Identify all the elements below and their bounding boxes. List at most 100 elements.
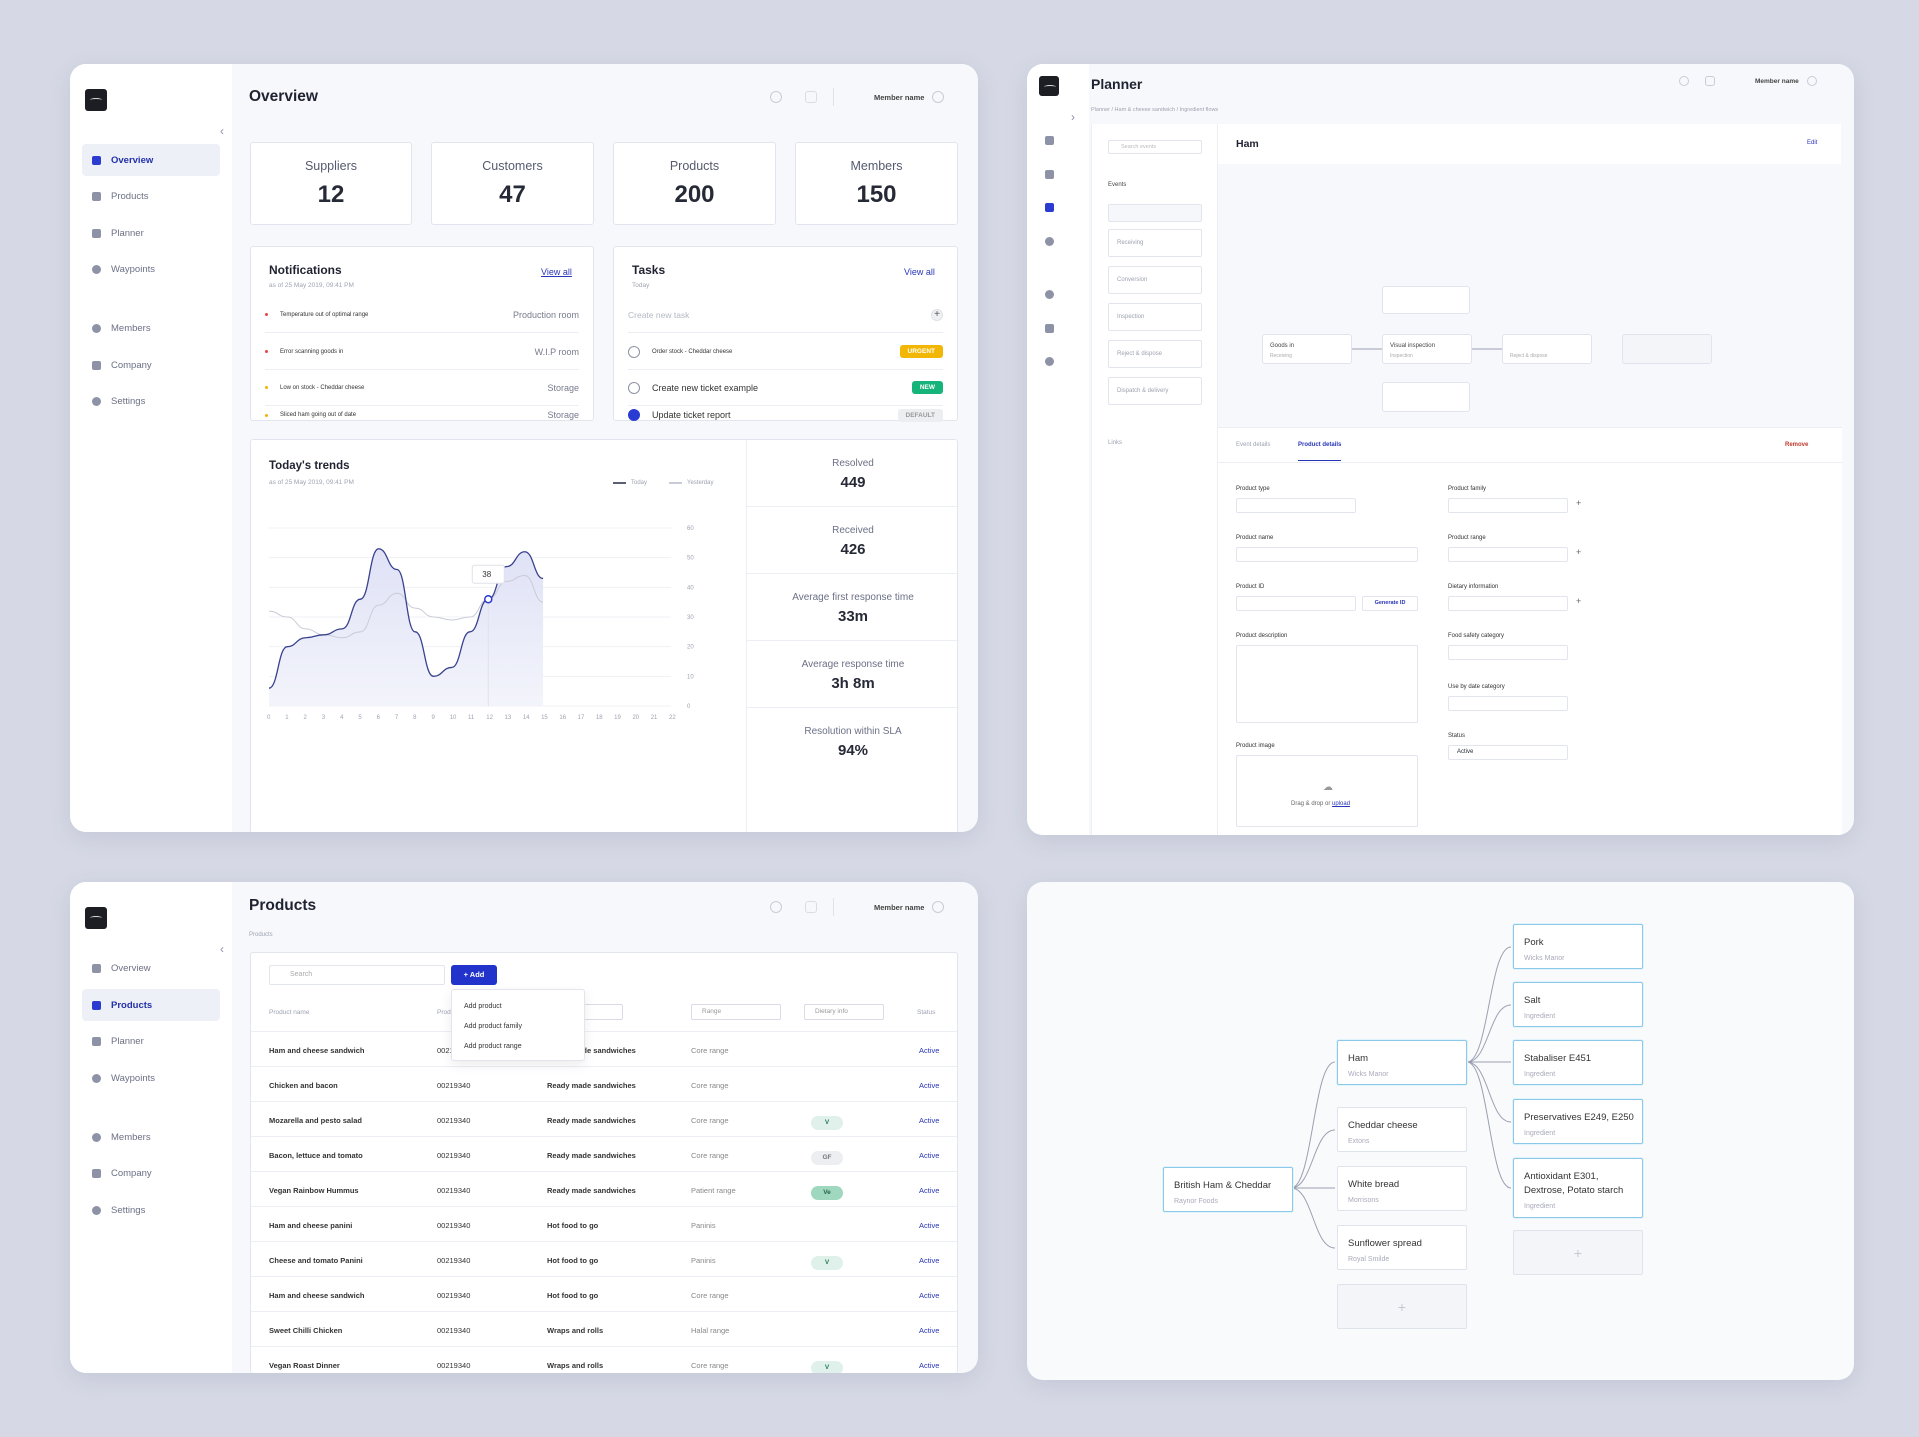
plus-icon[interactable]: + [1576,596,1582,606]
table-row[interactable]: Cheese and tomato Panini 00219340 Hot food… [251,1242,957,1277]
product-type-select[interactable] [1236,498,1356,513]
ingredient-node[interactable]: Ham Wicks Manor [1337,1040,1467,1085]
breadcrumb[interactable]: Products [249,932,273,938]
user-icon[interactable] [1045,290,1054,299]
plus-icon[interactable]: + [1576,547,1582,557]
status-link[interactable]: Active [919,1046,940,1055]
task-checkbox-checked[interactable] [628,409,640,421]
nav-products[interactable]: Products [82,180,220,212]
event-item[interactable]: Conversion [1108,266,1202,294]
flow-node-inspection[interactable]: Visual inspection Inspection [1382,334,1472,364]
member-name[interactable]: Member name [874,92,925,102]
add-node-button[interactable]: + [1513,1230,1643,1275]
task-checkbox[interactable] [628,345,640,358]
notification-row[interactable]: Error scanning goods in W.I.P room [265,334,579,370]
tab-product-details[interactable]: Product details [1298,442,1342,461]
flow-node-goods-in[interactable]: Goods in Receiving [1262,334,1352,364]
sub-ingredient-node[interactable]: Stabaliser E451 Ingredient [1513,1040,1643,1085]
add-circle-icon[interactable] [770,901,782,913]
menu-item-add-range[interactable]: Add product range [464,1043,522,1050]
remove-button[interactable]: Remove [1785,442,1809,448]
nav-products[interactable]: Products [82,989,220,1021]
sub-ingredient-node[interactable]: Preservatives E249, E250 Ingredient [1513,1099,1643,1144]
task-checkbox[interactable] [628,381,640,394]
table-row[interactable]: Bacon, lettuce and tomato 00219340 Ready m… [251,1137,957,1172]
gear-icon[interactable] [1045,357,1054,366]
task-row[interactable]: Create new ticket example NEW [628,370,943,406]
product-name-input[interactable] [1236,547,1418,562]
range-filter[interactable]: Range [691,1004,781,1020]
event-item[interactable]: Receiving [1108,229,1202,257]
menu-item-add-family[interactable]: Add product family [464,1023,522,1030]
bell-icon[interactable] [805,91,817,103]
nav-overview[interactable]: Overview [82,952,220,984]
view-all-link[interactable]: View all [904,267,935,277]
status-link[interactable]: Active [919,1186,940,1195]
product-id-input[interactable] [1236,596,1356,611]
add-node-button[interactable]: + [1337,1284,1467,1329]
event-item[interactable]: Reject & dispose [1108,340,1202,368]
status-link[interactable]: Active [919,1151,940,1160]
avatar-icon[interactable] [1806,76,1817,86]
collapse-icon[interactable]: › [1071,110,1075,124]
nav-members[interactable]: Members [82,312,220,344]
notification-row[interactable]: Low on stock - Cheddar cheese Storage [265,370,579,406]
add-button[interactable]: + Add [451,965,497,985]
product-image-dropzone[interactable]: ☁ Drag & drop or upload [1236,755,1418,827]
nav-members[interactable]: Members [82,1121,220,1153]
status-link[interactable]: Active [919,1361,940,1370]
create-task-input[interactable]: Create new task + [628,297,943,333]
add-circle-icon[interactable] [770,91,782,103]
ingredient-node[interactable]: Sunflower spread Royal Smilde [1337,1225,1467,1270]
generate-id-button[interactable]: Generate ID [1362,596,1418,611]
plus-icon[interactable]: + [1576,498,1582,508]
table-row[interactable]: Ham and cheese panini 00219340 Hot food to… [251,1207,957,1242]
hover-point[interactable] [484,594,493,604]
nav-planner[interactable]: Planner [82,1025,220,1057]
status-link[interactable]: Active [919,1116,940,1125]
avatar-icon[interactable] [932,91,945,103]
flow-node-reject[interactable]: Reject & dispose [1502,334,1592,364]
nav-company[interactable]: Company [82,349,220,381]
grid-icon[interactable] [1045,136,1054,145]
bell-icon[interactable] [805,901,817,913]
member-name[interactable]: Member name [1755,77,1799,85]
pin-icon[interactable] [1045,237,1054,246]
box-icon[interactable] [1045,170,1054,179]
product-range-select[interactable] [1448,547,1568,562]
view-all-link[interactable]: View all [541,267,572,277]
status-link[interactable]: Active [919,1291,940,1300]
sub-ingredient-node[interactable]: Antioxidant E301, Dextrose, Potato starch… [1513,1158,1643,1218]
upload-link[interactable]: upload [1332,801,1351,807]
nav-settings[interactable]: Settings [82,1194,220,1226]
search-input[interactable]: Search [269,965,445,985]
nav-overview[interactable]: Overview [82,144,220,176]
flow-node-empty[interactable] [1622,334,1712,364]
add-circle-icon[interactable] [1679,76,1689,86]
collapse-icon[interactable]: ‹ [220,942,224,956]
edit-link[interactable]: Edit [1807,140,1818,146]
status-link[interactable]: Active [919,1081,940,1090]
nav-settings[interactable]: Settings [82,385,220,417]
ingredient-node[interactable]: Cheddar cheese Extons [1337,1107,1467,1152]
collapse-icon[interactable]: ‹ [220,124,224,138]
tab-event-details[interactable]: Event details [1236,442,1271,448]
member-name[interactable]: Member name [874,902,925,912]
notification-row[interactable]: Sliced ham going out of date Storage [265,407,579,423]
search-events-input[interactable]: Search events [1108,140,1202,154]
event-item[interactable]: Inspection [1108,303,1202,331]
task-row[interactable]: Order stock - Cheddar cheese URGENT [628,334,943,370]
sub-ingredient-node[interactable]: Pork Wicks Manor [1513,924,1643,969]
status-select[interactable]: Active [1448,745,1568,760]
flow-node[interactable] [1382,382,1470,412]
nav-waypoints[interactable]: Waypoints [82,1062,220,1094]
root-node[interactable]: British Ham & Cheddar Raynor Foods [1163,1167,1293,1212]
status-link[interactable]: Active [919,1221,940,1230]
bell-icon[interactable] [1705,76,1715,86]
table-row[interactable]: Mozarella and pesto salad 00219340 Ready m… [251,1102,957,1137]
column-header[interactable]: Product name [269,1009,310,1016]
nav-company[interactable]: Company [82,1157,220,1189]
status-link[interactable]: Active [919,1256,940,1265]
nav-waypoints[interactable]: Waypoints [82,253,220,285]
ingredient-node[interactable]: White bread Morrisons [1337,1166,1467,1211]
